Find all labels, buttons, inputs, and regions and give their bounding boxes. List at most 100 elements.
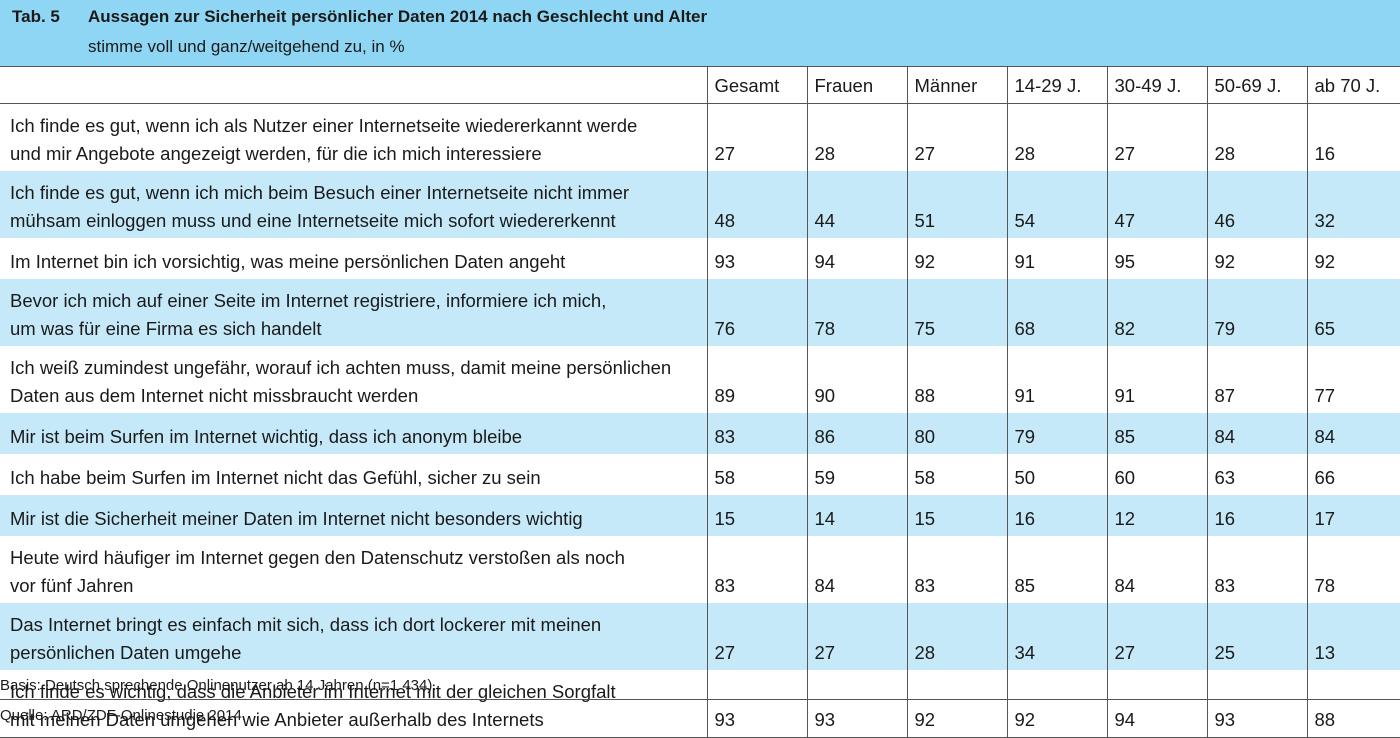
value-cell: 79 — [1206, 279, 1307, 346]
value-cell: 47 — [1106, 171, 1207, 238]
column-header: 30-49 J. — [1106, 66, 1207, 104]
table-row: Im Internet bin ich vorsichtig, was mein… — [0, 238, 1400, 279]
value-cell: 93 — [706, 238, 807, 279]
statement-line: Im Internet bin ich vorsichtig, was mein… — [10, 251, 566, 272]
value-cell: 25 — [1206, 603, 1307, 670]
value-cell: 50 — [1006, 454, 1107, 495]
value-cell: 91 — [1006, 238, 1107, 279]
value-cell: 28 — [1006, 103, 1107, 171]
value-cell: 63 — [1206, 454, 1307, 495]
value-cell: 12 — [1106, 495, 1207, 536]
statement-line: Mir ist die Sicherheit meiner Daten im I… — [10, 508, 583, 529]
value-cell: 58 — [706, 454, 807, 495]
value-cell: 84 — [806, 536, 907, 603]
value-cell: 13 — [1306, 603, 1400, 670]
value-cell: 14 — [806, 495, 907, 536]
value-cell: 84 — [1306, 413, 1400, 454]
value-cell: 66 — [1306, 454, 1400, 495]
value-cell: 83 — [706, 413, 807, 454]
value-cell: 54 — [1006, 171, 1107, 238]
value-cell: 83 — [706, 536, 807, 603]
footer-divider — [0, 699, 1400, 700]
value-cell: 83 — [1206, 536, 1307, 603]
table-row: Mir ist beim Surfen im Internet wichtig,… — [0, 413, 1400, 454]
table-row: Das Internet bringt es einfach mit sich,… — [0, 603, 1400, 670]
value-cell: 51 — [906, 171, 1007, 238]
value-cell: 92 — [1206, 238, 1307, 279]
row-statement: Ich finde es gut, wenn ich mich beim Bes… — [0, 171, 707, 238]
row-statement: Ich weiß zumindest ungefähr, worauf ich … — [0, 346, 707, 413]
value-cell: 93 — [1206, 670, 1307, 738]
row-statement: Bevor ich mich auf einer Seite im Intern… — [0, 279, 707, 346]
value-cell: 48 — [706, 171, 807, 238]
statement-line: Mir ist beim Surfen im Internet wichtig,… — [10, 426, 523, 447]
value-cell: 58 — [906, 454, 1007, 495]
value-cell: 93 — [706, 670, 807, 738]
value-cell: 65 — [1306, 279, 1400, 346]
table-title: Aussagen zur Sicherheit persönlicher Dat… — [88, 7, 708, 26]
value-cell: 27 — [806, 603, 907, 670]
table-row: Heute wird häufiger im Internet gegen de… — [0, 536, 1400, 603]
value-cell: 85 — [1106, 413, 1207, 454]
value-cell: 84 — [1106, 536, 1207, 603]
value-cell: 28 — [906, 603, 1007, 670]
row-statement: Ich finde es gut, wenn ich als Nutzer ei… — [0, 104, 707, 172]
column-header: 50-69 J. — [1206, 66, 1307, 104]
table-row: Ich finde es gut, wenn ich mich beim Bes… — [0, 171, 1400, 238]
value-cell: 85 — [1006, 536, 1107, 603]
column-header: Gesamt — [706, 66, 807, 104]
statement-line: Ich finde es wichtig, dass die Anbieter … — [10, 681, 616, 702]
data-table: Gesamt Frauen Männer 14-29 J. 30-49 J. 5… — [0, 66, 1400, 738]
statement-line: Ich weiß zumindest ungefähr, worauf ich … — [10, 357, 672, 378]
column-header: ab 70 J. — [1306, 66, 1400, 104]
table-row: Mir ist die Sicherheit meiner Daten im I… — [0, 495, 1400, 536]
value-cell: 16 — [1306, 103, 1400, 171]
table-body: Ich finde es gut, wenn ich als Nutzer ei… — [0, 103, 1400, 738]
table-row: Bevor ich mich auf einer Seite im Intern… — [0, 279, 1400, 346]
value-cell: 94 — [806, 238, 907, 279]
statement-line: mühsam einloggen muss und eine Internets… — [10, 210, 616, 231]
value-cell: 32 — [1306, 171, 1400, 238]
value-cell: 91 — [1006, 346, 1107, 413]
value-cell: 89 — [706, 346, 807, 413]
basis-note: Basis: Deutsch sprechende Onlinenutzer a… — [0, 677, 437, 694]
value-cell: 88 — [906, 346, 1007, 413]
value-cell: 82 — [1106, 279, 1207, 346]
statement-line: mit meinen Daten umgehen wie Anbieter au… — [10, 709, 544, 730]
table-row: Ich finde es gut, wenn ich als Nutzer ei… — [0, 103, 1400, 172]
value-cell: 90 — [806, 346, 907, 413]
value-cell: 46 — [1206, 171, 1307, 238]
statement-line: Ich finde es gut, wenn ich mich beim Bes… — [10, 182, 630, 203]
table-row: Ich habe beim Surfen im Internet nicht d… — [0, 454, 1400, 495]
row-statement: Ich habe beim Surfen im Internet nicht d… — [0, 454, 707, 495]
column-header: Männer — [906, 66, 1007, 104]
statement-line: vor fünf Jahren — [10, 575, 134, 596]
value-cell: 83 — [906, 536, 1007, 603]
value-cell: 87 — [1206, 346, 1307, 413]
value-cell: 77 — [1306, 346, 1400, 413]
value-cell: 15 — [706, 495, 807, 536]
column-header-row: Gesamt Frauen Männer 14-29 J. 30-49 J. 5… — [0, 66, 1400, 104]
value-cell: 27 — [706, 103, 807, 171]
value-cell: 92 — [1006, 670, 1107, 738]
column-header: Frauen — [806, 66, 907, 104]
table-row: Ich weiß zumindest ungefähr, worauf ich … — [0, 346, 1400, 413]
value-cell: 94 — [1106, 670, 1207, 738]
value-cell: 93 — [806, 670, 907, 738]
row-statement: Im Internet bin ich vorsichtig, was mein… — [0, 238, 707, 279]
statement-line: Heute wird häufiger im Internet gegen de… — [10, 547, 625, 568]
value-cell: 27 — [706, 603, 807, 670]
value-cell: 15 — [906, 495, 1007, 536]
statement-line: persönlichen Daten umgehe — [10, 642, 242, 663]
source-note: Quelle: ARD/ZDF-Onlinestudie 2014. — [0, 707, 246, 724]
value-cell: 78 — [806, 279, 907, 346]
value-cell: 16 — [1006, 495, 1107, 536]
value-cell: 84 — [1206, 413, 1307, 454]
row-statement: Das Internet bringt es einfach mit sich,… — [0, 603, 707, 670]
value-cell: 60 — [1106, 454, 1207, 495]
column-header-empty — [0, 66, 707, 104]
value-cell: 59 — [806, 454, 907, 495]
row-statement: Mir ist die Sicherheit meiner Daten im I… — [0, 495, 707, 536]
value-cell: 28 — [1206, 103, 1307, 171]
